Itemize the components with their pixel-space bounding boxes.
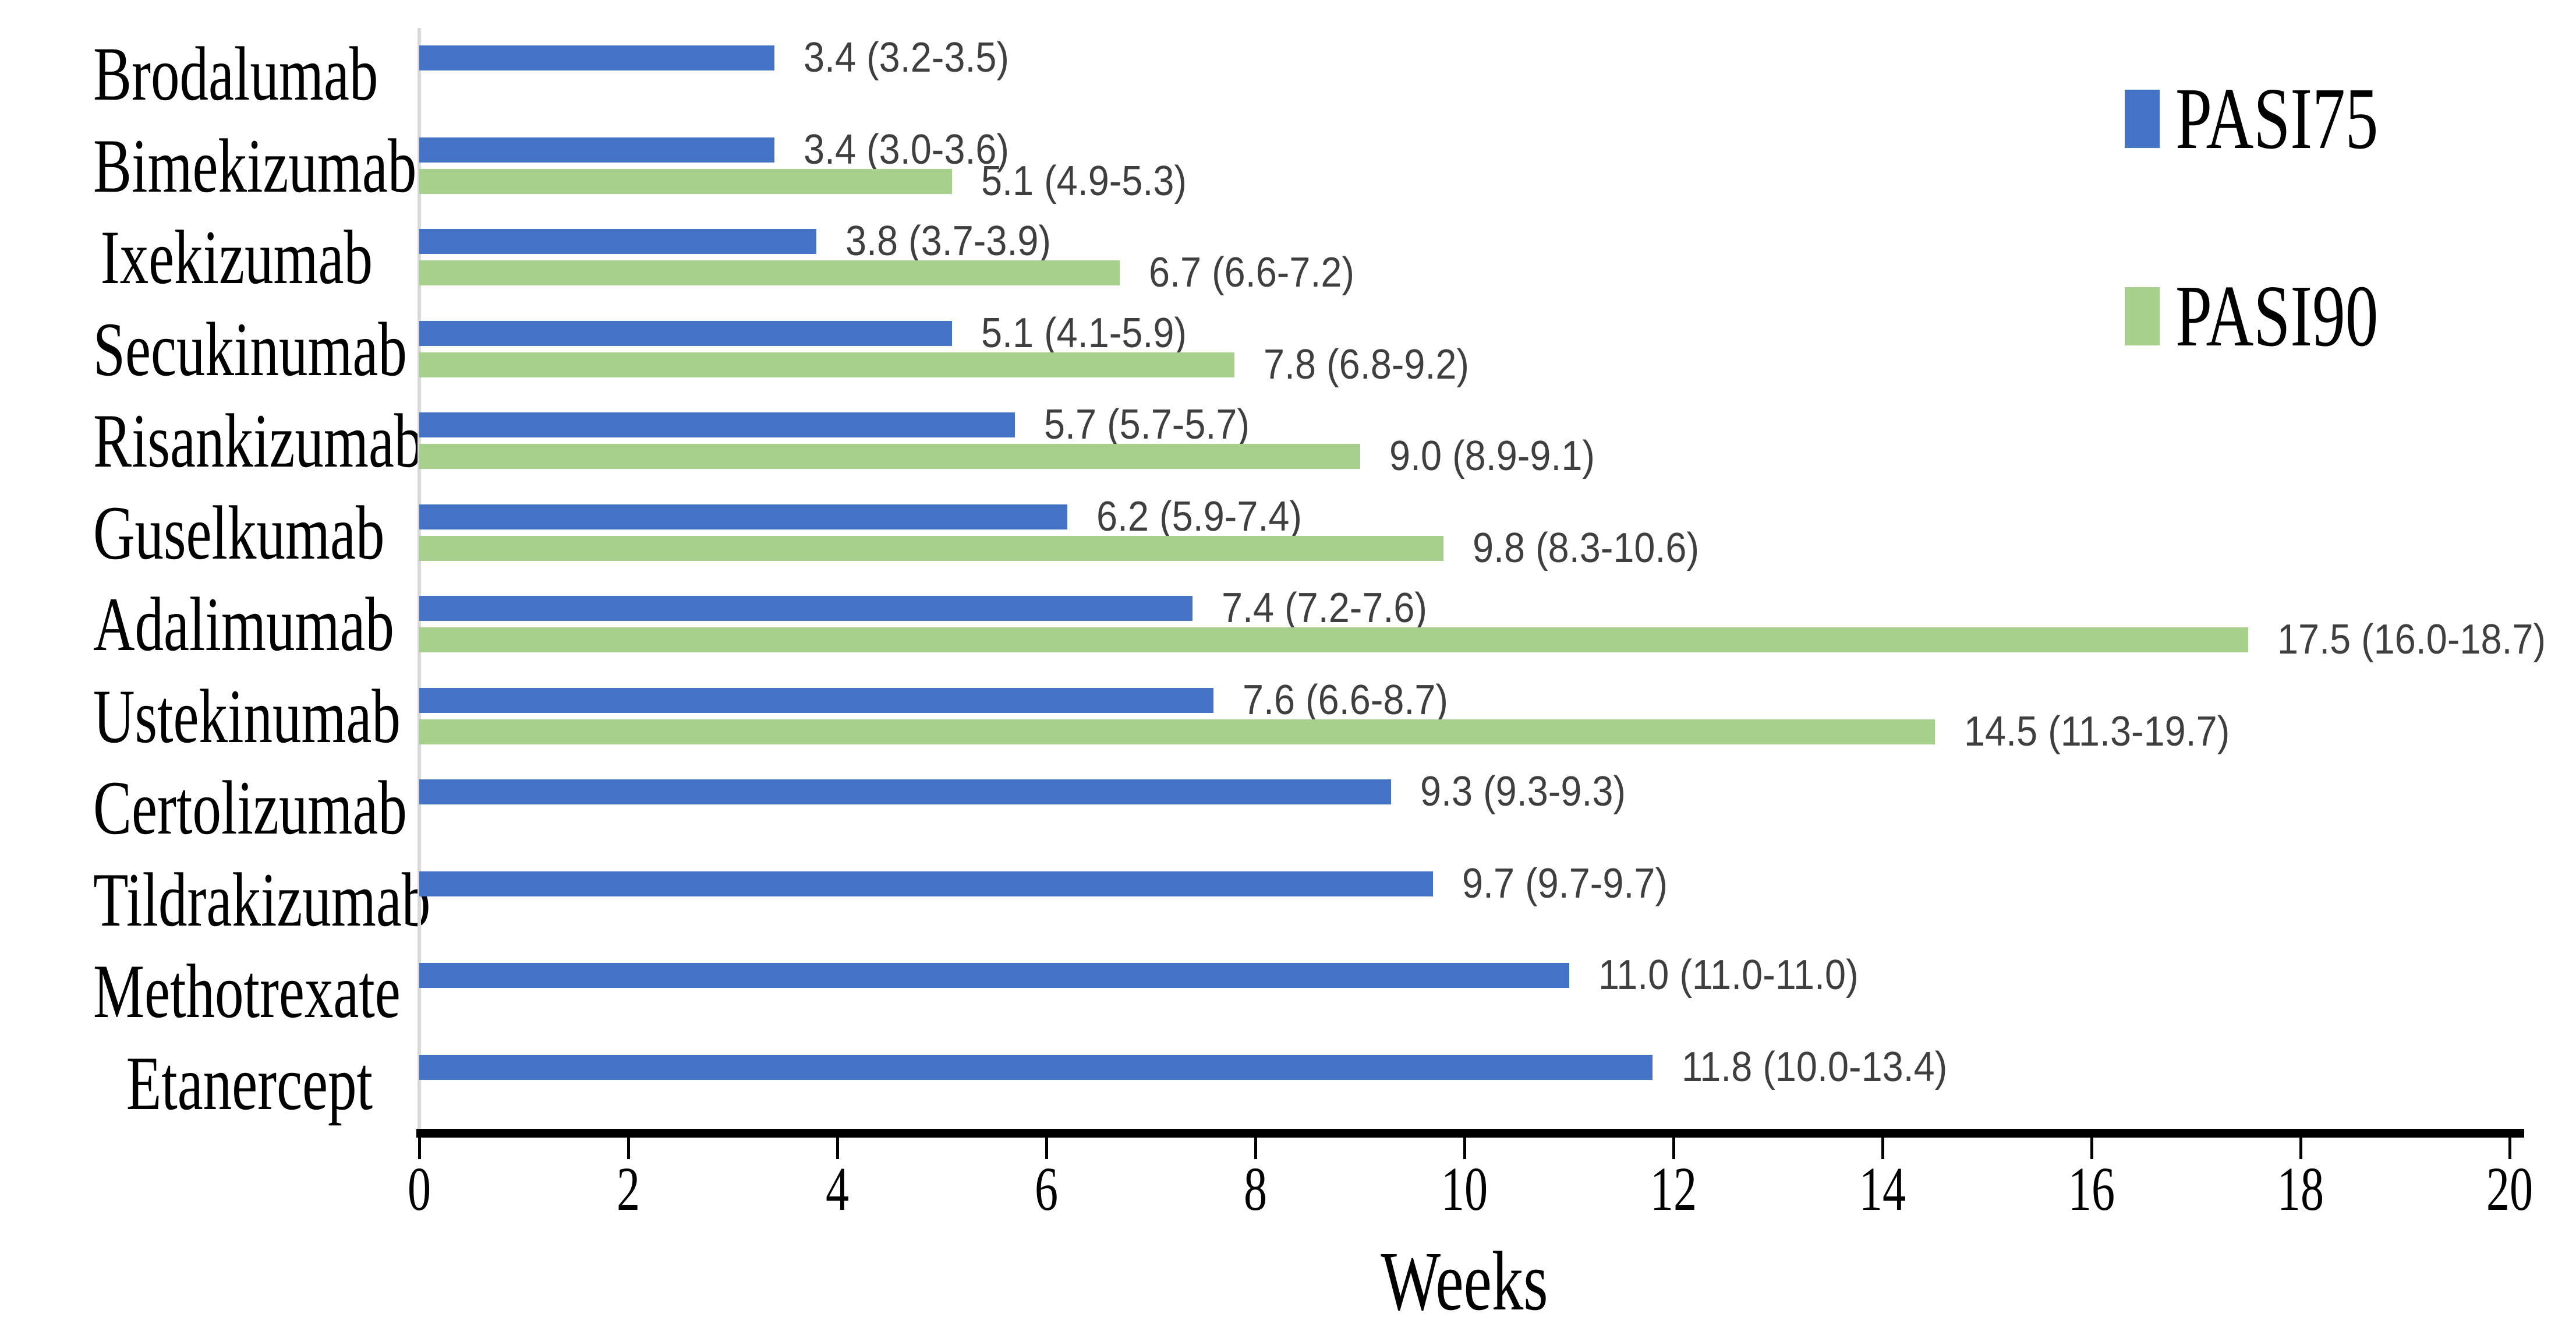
category-label: Guselkumab	[93, 489, 385, 576]
category-label: Brodalumab	[93, 31, 378, 116]
pasi75-bar	[419, 229, 817, 254]
x-tick-label: 12	[1650, 1155, 1697, 1224]
x-tick-label: 16	[2068, 1155, 2115, 1224]
pasi90-bar	[419, 260, 1120, 285]
x-tick-label: 0	[407, 1155, 431, 1224]
pasi90-bar	[419, 168, 953, 194]
category-label: Secukinumab	[93, 306, 407, 392]
pasi75-bar	[419, 45, 775, 70]
x-tick	[2090, 1138, 2093, 1159]
x-tick	[1254, 1138, 1257, 1159]
x-tick	[2299, 1138, 2302, 1159]
pasi75-bar	[419, 412, 1015, 437]
pasi90-bar	[419, 627, 2249, 652]
x-tick-label: 10	[1441, 1155, 1488, 1224]
x-tick	[2508, 1138, 2511, 1159]
x-tick	[627, 1138, 630, 1159]
legend-item-pasi75: PASI75	[2125, 60, 2576, 176]
x-axis-title: Weeks	[1381, 1235, 1548, 1324]
bar-value-label: 5.7 (5.7-5.7)	[1044, 401, 1250, 448]
bar-value-label: 9.0 (8.9-9.1)	[1389, 433, 1595, 479]
bar-value-label: 5.1 (4.9-5.3)	[981, 157, 1187, 204]
pasi75-bar	[419, 687, 1214, 713]
y-axis-line	[417, 28, 421, 1129]
legend-swatch-pasi75	[2125, 90, 2160, 148]
pasi75-bar	[419, 596, 1193, 621]
legend-swatch-pasi90	[2125, 287, 2160, 345]
pasi75-bar	[419, 504, 1067, 529]
pasi90-bar	[419, 535, 1444, 561]
bar-value-label: 7.6 (6.6-8.7)	[1243, 676, 1449, 723]
bar-value-label: 5.1 (4.1-5.9)	[981, 309, 1187, 356]
bar-value-label: 14.5 (11.3-19.7)	[1963, 708, 2230, 755]
category-label: Etanercept	[126, 1040, 373, 1126]
bar-value-label: 6.7 (6.6-7.2)	[1148, 249, 1354, 296]
legend: PASI75 PASI90	[2125, 0, 2576, 408]
pasi90-bar	[419, 444, 1360, 469]
legend-item-pasi90: PASI90	[2125, 257, 2576, 374]
x-tick-label: 8	[1243, 1155, 1268, 1224]
bar-value-label: 9.3 (9.3-9.3)	[1420, 768, 1626, 815]
x-tick-label: 18	[2277, 1155, 2324, 1224]
x-tick-label: 14	[1859, 1155, 1906, 1224]
pasi90-bar	[419, 352, 1235, 377]
legend-label-pasi75: PASI75	[2175, 69, 2379, 167]
category-label: Ustekinumab	[93, 673, 401, 759]
category-label: Ixekizumab	[100, 214, 373, 300]
x-tick-label: 2	[616, 1155, 641, 1224]
x-tick	[1881, 1138, 1884, 1159]
pasi75-bar	[419, 1054, 1653, 1080]
x-tick	[417, 1138, 421, 1159]
x-tick	[836, 1138, 839, 1159]
legend-label-pasi90: PASI90	[2175, 267, 2379, 365]
x-axis-line	[416, 1129, 2524, 1138]
bar-value-label: 3.4 (3.0-3.6)	[804, 126, 1010, 173]
category-label: Certolizumab	[93, 765, 407, 850]
category-label: Methotrexate	[93, 948, 401, 1034]
category-label: Adalimumab	[93, 581, 394, 667]
x-tick-label: 6	[1034, 1155, 1059, 1224]
pasi90-bar	[419, 719, 1935, 744]
bar-value-label: 9.7 (9.7-9.7)	[1462, 860, 1668, 907]
x-tick	[1672, 1138, 1675, 1159]
bar-value-label: 17.5 (16.0-18.7)	[2277, 616, 2546, 663]
bar-value-label: 3.4 (3.2-3.5)	[804, 34, 1010, 81]
pasi75-bar	[419, 963, 1569, 988]
x-tick	[1045, 1138, 1048, 1159]
bar-value-label: 7.8 (6.8-9.2)	[1264, 341, 1470, 388]
pasi75-bar	[419, 871, 1434, 896]
bar-value-label: 3.8 (3.7-3.9)	[845, 218, 1052, 264]
x-tick	[1463, 1138, 1466, 1159]
bar-value-label: 11.8 (10.0-13.4)	[1682, 1043, 1948, 1090]
bar-value-label: 11.0 (11.0-11.0)	[1598, 952, 1859, 998]
bar-value-label: 9.8 (8.3-10.6)	[1473, 524, 1700, 571]
x-tick-label: 4	[825, 1155, 850, 1224]
bar-value-label: 6.2 (5.9-7.4)	[1096, 493, 1302, 540]
category-label: Tildrakizumab	[93, 856, 431, 942]
x-tick-label: 20	[2486, 1155, 2533, 1224]
category-label: Risankizumab	[93, 398, 423, 483]
category-label: Bimekizumab	[93, 122, 417, 209]
bar-value-label: 7.4 (7.2-7.6)	[1222, 585, 1428, 631]
pasi75-bar	[419, 320, 953, 346]
pasi75-bar	[419, 137, 775, 163]
pasi75-bar	[419, 779, 1392, 804]
